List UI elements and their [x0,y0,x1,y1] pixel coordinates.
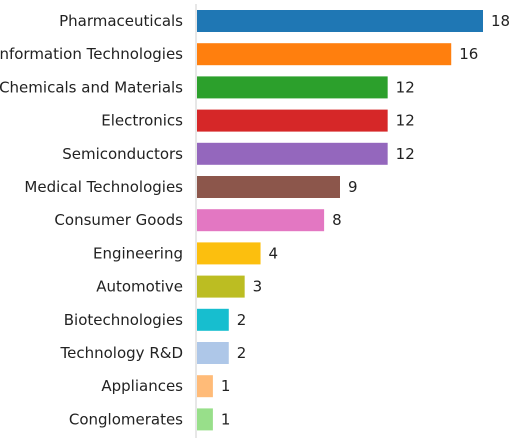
value-label-medical-technologies: 9 [348,178,358,196]
category-label-electronics: Electronics [101,112,183,130]
category-labels-group: Pharmaceuticals Information Technologies C… [0,12,183,428]
category-label-medical-technologies: Medical Technologies [24,178,183,196]
value-label-biotechnologies: 2 [237,311,247,329]
bars-group [197,10,483,431]
value-label-electronics: 12 [396,112,415,130]
category-label-automotive: Automotive [96,278,183,296]
bar-automotive [197,275,245,298]
value-label-technology-r-d: 2 [237,344,247,362]
category-label-semiconductors: Semiconductors [62,145,183,163]
value-label-semiconductors: 12 [396,145,415,163]
category-label-conglomerates: Conglomerates [69,410,183,428]
category-label-technology-r-d: Technology R&D [60,344,183,362]
value-label-automotive: 3 [253,278,263,296]
bar-consumer-goods [197,209,325,232]
value-label-information-technologies: 16 [459,45,478,63]
category-label-consumer-goods: Consumer Goods [54,211,183,229]
bar-appliances [197,375,213,398]
value-label-chemicals-and-materials: 12 [396,78,415,96]
category-label-engineering: Engineering [93,244,183,262]
bar-electronics [197,109,388,132]
bar-biotechnologies [197,308,229,331]
bar-medical-technologies [197,176,340,198]
value-label-pharmaceuticals: 18 [491,12,510,30]
value-label-conglomerates: 1 [221,410,231,428]
category-label-information-technologies: Information Technologies [0,45,183,63]
category-label-appliances: Appliances [101,377,183,395]
bar-technology-r-d [197,342,229,364]
bar-information-technologies [197,43,452,66]
category-label-pharmaceuticals: Pharmaceuticals [59,12,183,30]
bar-chemicals-and-materials [197,76,388,99]
category-label-biotechnologies: Biotechnologies [64,311,183,329]
value-label-appliances: 1 [221,377,231,395]
bar-semiconductors [197,142,388,165]
value-label-engineering: 4 [269,244,279,262]
bar-engineering [197,242,261,265]
bar-conglomerates [197,408,213,431]
bar-pharmaceuticals [197,10,483,32]
value-label-consumer-goods: 8 [332,211,342,229]
category-label-chemicals-and-materials: Chemicals and Materials [0,78,183,96]
